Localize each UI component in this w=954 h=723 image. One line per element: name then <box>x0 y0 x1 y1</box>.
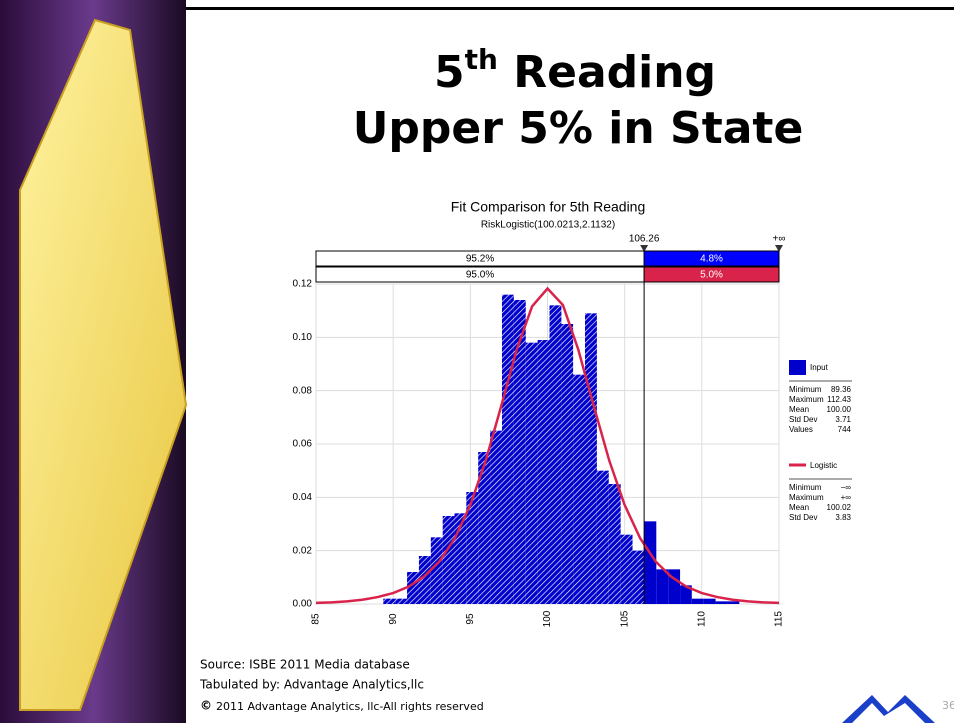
histogram-bar <box>537 340 550 604</box>
stat-name: Minimum <box>789 385 822 394</box>
histogram-bar <box>525 342 538 604</box>
stat-value: 112.43 <box>827 395 851 404</box>
chart-subtitle: RiskLogistic(100.0213,2.1132) <box>481 220 615 231</box>
x-tick-label: 110 <box>696 611 707 627</box>
stat-value: 744 <box>838 425 852 434</box>
fit-curve <box>315 286 780 605</box>
histogram-bar <box>430 537 443 604</box>
histogram-bar <box>418 556 431 604</box>
notepad-graphic <box>19 18 188 711</box>
x-tick-label: 95 <box>465 613 476 625</box>
histogram-bar <box>656 569 669 604</box>
x-tick-label: 85 <box>311 613 322 625</box>
histogram-bar <box>442 516 455 604</box>
stat-name: Mean <box>789 405 809 414</box>
histogram-bar <box>561 324 574 604</box>
band-label: 95.2% <box>466 254 494 265</box>
histogram-bar <box>680 585 692 604</box>
tabulated-note: Tabulated by: Advantage Analytics,llc <box>199 678 424 692</box>
legend-swatch <box>789 360 806 375</box>
stat-name: Maximum <box>789 395 824 404</box>
x-tick-label: 115 <box>774 611 785 627</box>
logo-inner <box>852 703 925 723</box>
delimiter-marker <box>775 245 783 252</box>
histogram-bar <box>513 300 526 604</box>
histogram-bar <box>383 598 396 604</box>
stat-value: −∞ <box>841 483 852 492</box>
histogram-bar <box>608 484 621 604</box>
histogram-bar <box>549 305 562 604</box>
histogram-bar <box>620 534 633 604</box>
copyright: 2011 Advantage Analytics, llc-All rights… <box>216 700 484 713</box>
title-number: 5 <box>434 47 465 98</box>
y-tick-label: 0.08 <box>293 385 313 396</box>
histogram-bar <box>478 452 491 604</box>
histogram-bar <box>727 601 740 604</box>
delimiter-right-label: +∞ <box>773 234 786 245</box>
source-note: Source: ISBE 2011 Media database <box>200 658 410 672</box>
band-label: 95.0% <box>466 270 494 281</box>
legend-label: Logistic <box>810 461 837 470</box>
histogram-bar <box>573 374 586 604</box>
band-right <box>643 250 780 267</box>
title-sup: th <box>465 43 498 76</box>
x-tick-label: 105 <box>619 610 630 627</box>
histogram-bar <box>703 598 716 604</box>
delimiter-label: 106.26 <box>629 234 660 245</box>
histogram-bar <box>596 470 609 604</box>
histogram-bar <box>644 521 657 604</box>
page-number: 36 <box>942 699 954 712</box>
histogram-bar <box>668 569 681 604</box>
histogram-bar <box>632 550 645 604</box>
x-tick-label: 90 <box>388 613 399 625</box>
y-tick-label: 0.06 <box>293 439 313 450</box>
y-tick-label: 0.02 <box>293 545 313 556</box>
stat-name: Std Dev <box>789 513 817 522</box>
y-tick-label: 0.00 <box>293 599 313 610</box>
stat-name: Values <box>789 425 813 434</box>
histogram-bar <box>395 598 408 604</box>
copyright-symbol: © <box>200 699 212 713</box>
y-tick-label: 0.10 <box>293 332 313 343</box>
legend-label: Input <box>810 363 829 372</box>
stat-name: Maximum <box>789 493 824 502</box>
histogram-bar <box>490 430 502 604</box>
histogram-bar <box>501 294 514 604</box>
stat-name: Mean <box>789 503 809 512</box>
histogram-bar <box>407 572 419 604</box>
stat-value: +∞ <box>841 493 852 502</box>
stat-value: 100.02 <box>827 503 852 512</box>
chart-title: Fit Comparison for 5th Reading <box>451 199 646 215</box>
histogram-bar <box>585 313 597 604</box>
histogram-bar <box>691 598 704 604</box>
histogram-bar <box>715 601 728 604</box>
band-label: 4.8% <box>700 254 723 265</box>
x-tick-label: 100 <box>542 610 553 627</box>
band-label: 5.0% <box>700 270 723 281</box>
delimiter-marker <box>640 245 649 252</box>
stat-value: 3.83 <box>835 513 851 522</box>
stat-value: 89.36 <box>831 385 852 394</box>
stat-name: Minimum <box>789 483 822 492</box>
slide-title: 5th Reading <box>434 43 716 98</box>
histogram-bar <box>466 492 479 604</box>
stat-name: Std Dev <box>789 415 817 424</box>
slide-title-line2: Upper 5% in State <box>353 103 804 154</box>
histogram-bar <box>454 513 467 604</box>
stat-value: 100.00 <box>827 405 852 414</box>
band-right <box>643 266 780 283</box>
title-rest: Reading <box>498 47 716 98</box>
y-tick-label: 0.04 <box>293 492 313 503</box>
y-tick-label: 0.12 <box>293 279 313 290</box>
top-rule <box>186 7 954 10</box>
stat-value: 3.71 <box>835 415 851 424</box>
